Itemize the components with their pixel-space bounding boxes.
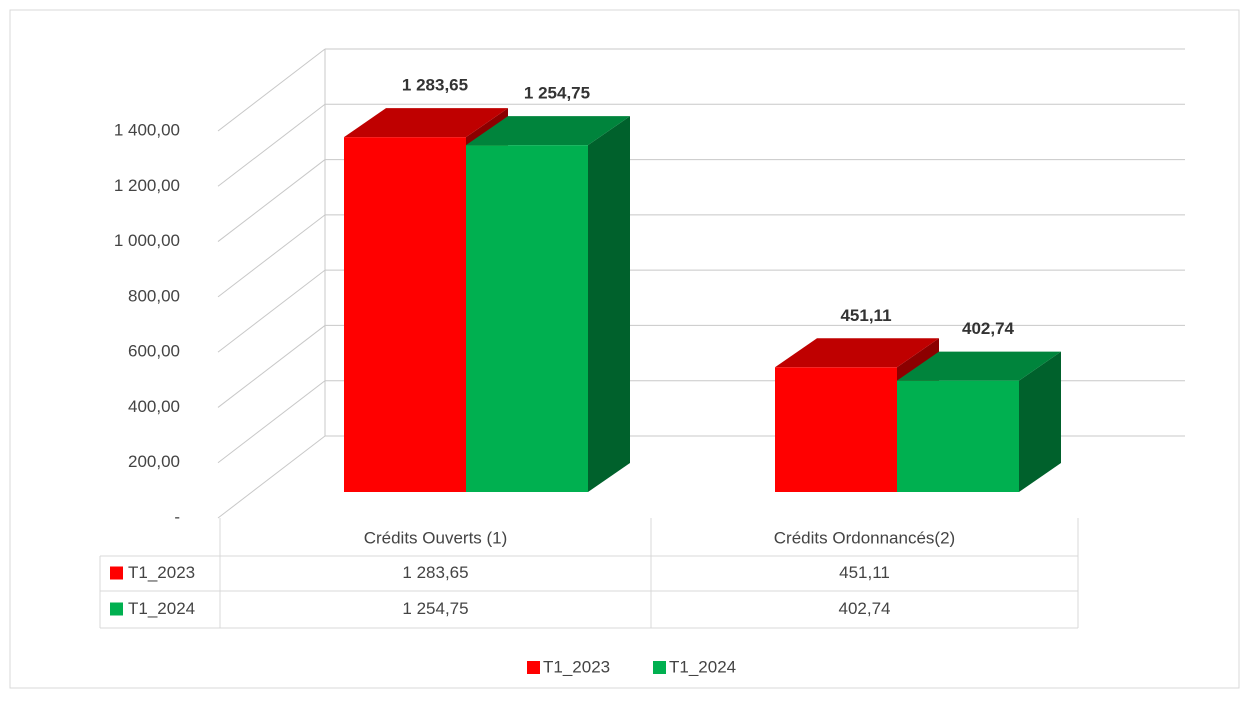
table-row-label: T1_2024 — [128, 599, 195, 618]
legend-key — [653, 661, 666, 674]
y-tick-label: - — [174, 507, 180, 526]
y-tick-label: 400,00 — [128, 397, 180, 416]
legend-label: T1_2024 — [669, 657, 736, 676]
table-row-label: T1_2023 — [128, 563, 195, 582]
grid-line — [217, 269, 326, 353]
grid-line — [217, 48, 326, 132]
table-legend-key — [110, 566, 123, 580]
value-label: 451,11 — [840, 306, 891, 325]
bar-side — [588, 116, 630, 493]
value-label: 402,74 — [962, 319, 1015, 338]
table-cell: 451,11 — [839, 563, 890, 582]
table-cell: 1 283,65 — [402, 563, 468, 582]
table-cell: 1 254,75 — [402, 599, 468, 618]
grid-line — [217, 435, 326, 519]
bar — [466, 116, 630, 493]
bar — [897, 351, 1061, 492]
table-header: Crédits Ordonnancés(2) — [774, 528, 955, 547]
bar-top — [897, 351, 1061, 381]
y-tick-label: 1 000,00 — [114, 231, 180, 250]
legend-label: T1_2023 — [543, 657, 610, 676]
bar-front — [344, 137, 466, 492]
value-label: 1 283,65 — [402, 76, 468, 95]
y-tick-label: 800,00 — [128, 286, 180, 305]
table-header: Crédits Ouverts (1) — [364, 528, 508, 547]
y-tick-label: 600,00 — [128, 342, 180, 361]
y-tick-label: 200,00 — [128, 452, 180, 471]
table-legend-key — [110, 602, 123, 616]
grid-line — [217, 325, 326, 408]
bar-top — [775, 338, 939, 368]
bar-front — [897, 380, 1019, 492]
bar-front — [466, 145, 588, 492]
bar-front — [775, 367, 897, 492]
grid-line — [217, 159, 326, 242]
grid-line — [217, 103, 326, 187]
grid-line — [217, 214, 326, 298]
y-tick-label: 1 400,00 — [114, 120, 180, 139]
grid-line — [217, 380, 326, 464]
bar-top — [466, 116, 630, 146]
y-tick-label: 1 200,00 — [114, 176, 180, 195]
value-label: 1 254,75 — [524, 84, 590, 103]
bar-top — [344, 108, 508, 138]
legend-key — [527, 661, 540, 674]
table-cell: 402,74 — [839, 599, 891, 618]
bar-side — [1019, 351, 1061, 492]
